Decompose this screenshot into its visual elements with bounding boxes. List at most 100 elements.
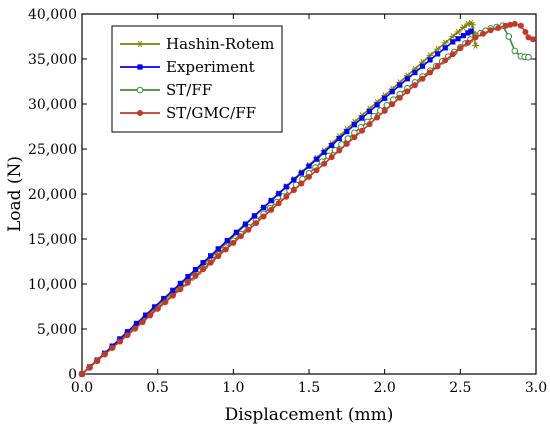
- data-point: [298, 180, 305, 187]
- data-point: [419, 63, 426, 69]
- data-point: [389, 89, 395, 95]
- legend: Hashin-Rotem Experiment ST/FF ST/GMC/FF: [111, 25, 283, 133]
- data-point: [253, 220, 260, 227]
- legend-marker: [137, 64, 143, 70]
- data-point: [306, 173, 312, 180]
- data-point: [465, 30, 471, 36]
- series-experiment: [79, 28, 474, 377]
- data-point: [366, 108, 373, 115]
- data-point: [449, 51, 456, 58]
- data-point: [245, 226, 252, 233]
- data-point: [169, 292, 176, 299]
- data-point: [434, 63, 441, 70]
- data-point: [525, 34, 532, 41]
- legend-label: Hashin-Rotem: [166, 35, 274, 53]
- x-tick-label: 2.5: [449, 380, 471, 396]
- data-point: [101, 351, 108, 358]
- data-point: [131, 325, 138, 332]
- data-point: [215, 246, 221, 252]
- data-point: [161, 295, 167, 302]
- data-point: [283, 193, 290, 200]
- data-point: [321, 149, 327, 155]
- data-point: [192, 267, 199, 273]
- data-point: [529, 36, 536, 43]
- data-point: [472, 42, 479, 49]
- data-point: [142, 312, 149, 318]
- legend-entry: ST/GMC/FF: [120, 104, 256, 122]
- data-point: [441, 39, 449, 46]
- x-tick-label: 0.0: [71, 380, 93, 396]
- data-point: [366, 121, 373, 128]
- data-point: [79, 371, 85, 377]
- data-point: [343, 140, 350, 147]
- legend-marker: [136, 86, 144, 94]
- data-point: [336, 135, 342, 142]
- data-point: [237, 233, 244, 240]
- data-point: [397, 82, 403, 88]
- data-point: [359, 115, 365, 121]
- data-point: [208, 253, 214, 259]
- data-point: [222, 246, 229, 253]
- data-point: [200, 260, 206, 266]
- data-point: [276, 191, 282, 197]
- data-point: [502, 22, 509, 29]
- data-point: [154, 305, 161, 312]
- data-point: [358, 127, 365, 134]
- data-point: [124, 329, 130, 335]
- data-point: [351, 122, 357, 128]
- data-point: [124, 332, 131, 339]
- data-point: [344, 129, 350, 135]
- data-point: [268, 206, 275, 213]
- y-tick-label: 20,000: [28, 187, 77, 203]
- data-point: [468, 28, 474, 34]
- data-point: [192, 272, 199, 279]
- data-point: [162, 299, 169, 306]
- data-point: [480, 30, 487, 37]
- x-tick-label: 2.0: [374, 380, 396, 396]
- data-point: [321, 160, 328, 167]
- y-tick-label: 0: [68, 367, 77, 383]
- legend-entry: Hashin-Rotem: [120, 35, 274, 53]
- data-point: [261, 204, 267, 211]
- data-point: [351, 134, 358, 141]
- data-point: [517, 22, 524, 29]
- legend-marker: [136, 40, 144, 48]
- data-point: [382, 95, 388, 101]
- series-layer: [78, 19, 536, 378]
- y-tick-label: 35,000: [28, 52, 77, 68]
- legend-entry: ST/FF: [120, 81, 212, 99]
- data-point: [419, 75, 426, 82]
- x-tick-label: 3.0: [525, 380, 547, 396]
- data-point: [412, 69, 418, 76]
- data-point: [487, 27, 494, 34]
- y-tick-label: 40,000: [28, 7, 77, 23]
- data-point: [268, 198, 274, 204]
- data-point: [450, 39, 456, 45]
- data-point: [459, 24, 467, 31]
- data-point: [381, 107, 388, 114]
- data-point: [404, 88, 411, 95]
- y-tick-label: 5,000: [37, 322, 77, 338]
- data-point: [511, 20, 518, 27]
- data-point: [404, 76, 410, 82]
- series-st-gmc-ff: [79, 20, 536, 377]
- data-point: [177, 286, 184, 293]
- data-point: [449, 33, 457, 40]
- data-point: [133, 320, 140, 327]
- y-tick-label: 15,000: [28, 232, 77, 248]
- y-tick-label: 30,000: [28, 97, 77, 113]
- data-point: [435, 51, 441, 57]
- data-point: [469, 21, 476, 28]
- legend-marker: [137, 110, 143, 116]
- data-point: [427, 69, 434, 76]
- data-point: [152, 304, 158, 310]
- x-tick-label: 0.5: [147, 380, 169, 396]
- data-point: [457, 45, 464, 52]
- data-point: [283, 184, 289, 190]
- data-point: [242, 221, 249, 227]
- data-point: [207, 259, 214, 266]
- data-point: [170, 287, 176, 293]
- x-tick-label: 1.5: [298, 380, 320, 396]
- y-axis-title: Load (N): [5, 156, 25, 232]
